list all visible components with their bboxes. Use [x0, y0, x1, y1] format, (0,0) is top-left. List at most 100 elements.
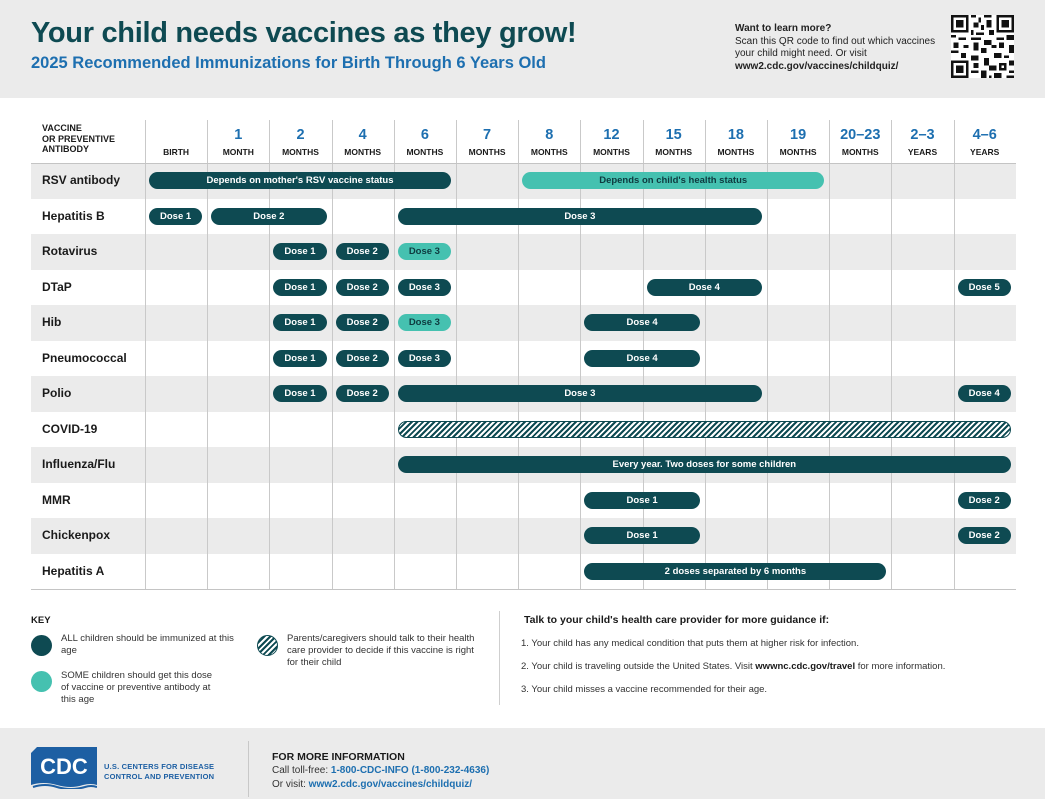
- dose-bar: Every year. Two doses for some children: [397, 456, 1011, 474]
- cdc-logo-icon: CDC: [31, 747, 97, 789]
- dose-bar: Dose 3: [397, 278, 451, 296]
- column-divider: [953, 120, 955, 589]
- dose-bar: Dose 5: [957, 278, 1011, 296]
- dose-bar: Dose 2: [335, 349, 389, 367]
- travel-link[interactable]: wwwnc.cdc.gov/travel: [755, 661, 856, 672]
- dose-bar: Dose 1: [273, 243, 327, 261]
- column-divider: [331, 120, 333, 589]
- vaccine-name: DTaP: [42, 279, 72, 294]
- visit-label: Or visit:: [272, 779, 309, 790]
- dose-bar: Dose 3: [397, 314, 451, 332]
- vaccine-name: RSV antibody: [42, 173, 121, 187]
- dose-bar: Dose 3: [397, 385, 762, 403]
- column-divider: [269, 120, 271, 589]
- dose-bar: Dose 3: [397, 349, 451, 367]
- age-value: 2: [296, 127, 305, 143]
- guidance-item: 3. Your child misses a vaccine recommend…: [521, 684, 768, 695]
- qr-code-icon[interactable]: [951, 15, 1014, 78]
- column-divider: [580, 120, 582, 589]
- dose-bar: Dose 2: [211, 207, 327, 225]
- vaccine-name: Hib: [42, 315, 62, 329]
- dose-bar: Dose 1: [273, 385, 327, 403]
- key-all-text: ALL children should be immunized at this…: [61, 633, 234, 656]
- key-title: KEY: [31, 615, 51, 626]
- vaccine-row: Hepatitis B: [31, 199, 1016, 235]
- key-talk-swatch: [257, 635, 278, 656]
- header-label-line: ANTIBODY: [42, 144, 89, 154]
- age-unit: YEARS: [970, 147, 1000, 157]
- row-divider: [31, 163, 1016, 164]
- age-value: 19: [790, 127, 807, 143]
- age-unit: MONTHS: [468, 147, 506, 157]
- age-unit: MONTHS: [655, 147, 693, 157]
- dose-bar: Dose 1: [149, 207, 203, 225]
- dose-bar: Dose 1: [273, 314, 327, 332]
- qr-description: Scan this QR code to find out which vacc…: [735, 35, 936, 60]
- vaccine-column-header: VACCINE OR PREVENTIVE ANTIBODY: [42, 123, 115, 155]
- visit-url-link[interactable]: www2.cdc.gov/vaccines/childquiz/: [308, 779, 473, 790]
- age-unit: MONTHS: [779, 147, 817, 157]
- agency-name: U.S. CENTERS FOR DISEASE CONTROL AND PRE…: [104, 762, 214, 781]
- age-column-header: 15 MONTHS: [643, 118, 705, 163]
- column-divider: [891, 120, 893, 589]
- vaccine-row: Hepatitis A: [31, 554, 1016, 590]
- vaccine-name: Hepatitis A: [42, 563, 105, 578]
- key-divider: [499, 611, 500, 705]
- age-column-header: 1 MONTH: [207, 118, 269, 163]
- age-unit: BIRTH: [163, 147, 190, 157]
- dose-bar: Dose 3: [397, 207, 762, 225]
- vaccine-name: Hepatitis B: [42, 208, 105, 223]
- column-divider: [456, 120, 457, 589]
- key-talk-text: Parents/caregivers should talk to their …: [287, 633, 475, 668]
- header-label-line: VACCINE: [42, 123, 82, 133]
- dose-bar: Dose 1: [273, 349, 327, 367]
- guidance-item-text: for more information.: [855, 661, 946, 672]
- column-divider: [145, 120, 146, 589]
- age-column-header: 2–3 YEARS: [891, 118, 953, 163]
- age-value: 7: [483, 127, 492, 143]
- column-divider: [829, 120, 831, 589]
- age-column-header: 2 MONTHS: [269, 118, 331, 163]
- vaccine-name: Rotavirus: [42, 244, 98, 258]
- guidance-title: Talk to your child's health care provide…: [524, 614, 830, 626]
- dose-bar: Dose 4: [584, 314, 700, 332]
- dose-bar: Dose 2: [335, 278, 389, 296]
- vaccine-name: Pneumococcal: [42, 350, 127, 365]
- more-info-title: FOR MORE INFORMATION: [272, 751, 405, 763]
- key-some-text: SOME children should get this dose of va…: [61, 670, 213, 705]
- vaccine-row: COVID-19: [31, 412, 1016, 448]
- age-value: 8: [545, 127, 554, 143]
- dose-bar: [397, 420, 1011, 438]
- vaccine-row: DTaP: [31, 270, 1016, 306]
- visit-line: Or visit: www2.cdc.gov/vaccines/childqui…: [272, 779, 472, 790]
- dose-bar: Dose 4: [646, 278, 762, 296]
- age-column-header: 18 MONTHS: [705, 118, 767, 163]
- age-value: 4: [358, 127, 367, 143]
- qr-url[interactable]: www2.cdc.gov/vaccines/childquiz/: [735, 60, 899, 72]
- age-value: 1: [234, 127, 243, 143]
- age-column-header: 4 MONTHS: [332, 118, 394, 163]
- page-title: Your child needs vaccines as they grow!: [31, 17, 577, 49]
- age-column-header: 20–23 MONTHS: [829, 118, 891, 163]
- dose-bar: Dose 1: [584, 527, 700, 545]
- age-value: 15: [665, 127, 682, 143]
- column-divider: [767, 120, 768, 589]
- page-subtitle: 2025 Recommended Immunizations for Birth…: [31, 54, 546, 72]
- dose-bar: 2 doses separated by 6 months: [584, 562, 887, 580]
- cdc-logo-text: CDC: [40, 754, 88, 779]
- schedule-table: VACCINE OR PREVENTIVE ANTIBODY RSV antib…: [31, 118, 1016, 590]
- dose-bar: Dose 2: [335, 243, 389, 261]
- age-value: 2–3: [910, 127, 935, 143]
- age-unit: MONTHS: [282, 147, 319, 157]
- vaccine-name: MMR: [42, 492, 71, 507]
- phone-number[interactable]: 1-800-CDC-INFO (1-800-232-4636): [330, 765, 490, 776]
- vaccine-name: COVID-19: [42, 421, 98, 436]
- vaccine-name: Polio: [42, 386, 72, 400]
- vaccine-name: Chickenpox: [42, 528, 111, 542]
- vaccine-row: Hib: [31, 305, 1016, 341]
- header-band: [0, 0, 1045, 98]
- age-unit: MONTHS: [344, 147, 382, 157]
- age-unit: YEARS: [907, 147, 938, 157]
- key-some-swatch: [31, 671, 52, 692]
- age-value: 20–23: [840, 127, 881, 143]
